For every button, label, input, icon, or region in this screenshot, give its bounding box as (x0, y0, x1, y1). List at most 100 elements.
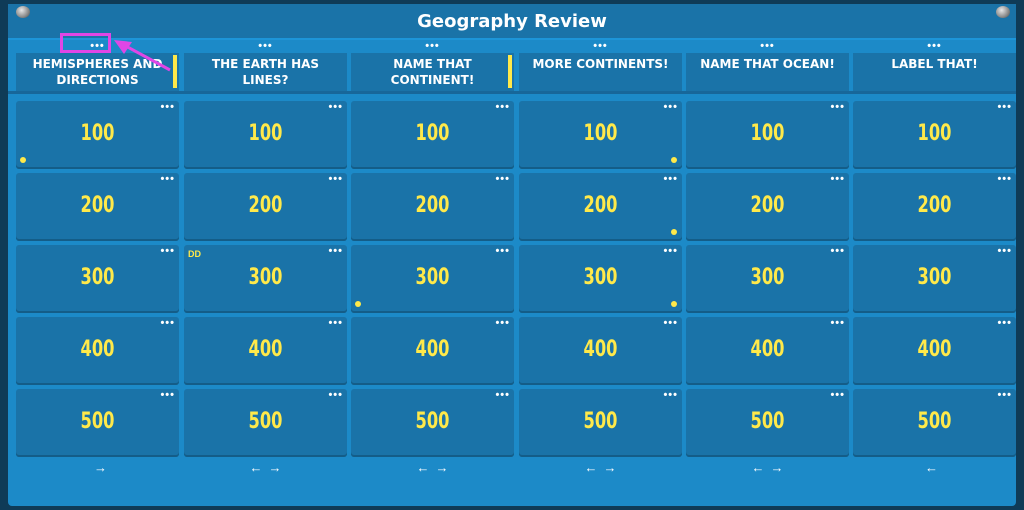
category-header[interactable]: THE EARTH HAS LINES? (184, 53, 347, 91)
point-value: 300 (750, 265, 785, 290)
tile-menu-button[interactable]: ••• (495, 245, 510, 257)
clue-tile[interactable]: ••• 200 (184, 173, 347, 241)
clue-tile[interactable]: ••• 500 (853, 389, 1016, 457)
tile-menu-button[interactable]: ••• (997, 245, 1012, 257)
category-menu-button[interactable]: ••• (90, 40, 105, 52)
clue-tile[interactable]: ••• 400 (351, 317, 514, 385)
clue-tile[interactable]: ••• 100 (16, 101, 179, 169)
move-right-arrow-icon[interactable]: → (603, 460, 617, 475)
board-title: Geography Review (417, 11, 607, 32)
tile-menu-button[interactable]: ••• (663, 101, 678, 113)
clue-tile[interactable]: ••• 500 (351, 389, 514, 457)
tile-menu-button[interactable]: ••• (328, 389, 343, 401)
clue-tile[interactable]: ••• 300 (853, 245, 1016, 313)
clue-tile[interactable]: ••• 300 (351, 245, 514, 313)
clue-tile[interactable]: ••• 100 (686, 101, 849, 169)
clue-tile[interactable]: ••• 500 (686, 389, 849, 457)
point-value: 500 (415, 409, 450, 434)
clue-tile[interactable]: ••• 200 (853, 173, 1016, 241)
tile-menu-button[interactable]: ••• (495, 389, 510, 401)
tile-menu-button[interactable]: ••• (328, 317, 343, 329)
category-header[interactable]: NAME THAT OCEAN! (686, 53, 849, 91)
clue-tile[interactable]: ••• 200 (16, 173, 179, 241)
tile-menu-button[interactable]: ••• (160, 173, 175, 185)
tile-menu-button[interactable]: ••• (663, 245, 678, 257)
point-value: 100 (415, 121, 450, 146)
category-menu-button[interactable]: ••• (927, 40, 942, 52)
category-menu-button[interactable]: ••• (258, 40, 273, 52)
move-right-arrow-icon[interactable]: → (268, 460, 282, 475)
clue-tile[interactable]: ••• 100 (351, 101, 514, 169)
move-right-arrow-icon[interactable]: → (770, 460, 784, 475)
clue-tile[interactable]: ••• 200 (686, 173, 849, 241)
tile-menu-button[interactable]: ••• (160, 389, 175, 401)
tile-menu-button[interactable]: ••• (160, 101, 175, 113)
move-left-arrow-icon[interactable]: ← (249, 460, 263, 475)
tile-menu-button[interactable]: ••• (328, 245, 343, 257)
point-value: 400 (80, 337, 115, 362)
column-move-controls: ← (853, 460, 1016, 475)
title-bar: Geography Review (8, 4, 1016, 40)
category-header[interactable]: NAME THAT CONTINENT! (351, 53, 514, 91)
category-title: NAME THAT CONTINENT! (390, 57, 475, 87)
tile-menu-button[interactable]: ••• (663, 173, 678, 185)
category-menu-button[interactable]: ••• (760, 40, 775, 52)
tile-menu-button[interactable]: ••• (830, 317, 845, 329)
status-dot (671, 301, 677, 307)
category-menu-button[interactable]: ••• (425, 40, 440, 52)
clue-tile[interactable]: ••• 200 (351, 173, 514, 241)
tile-menu-button[interactable]: ••• (495, 317, 510, 329)
category-header[interactable]: MORE CONTINENTS! (519, 53, 682, 91)
point-value: 500 (80, 409, 115, 434)
pushpin-icon (996, 6, 1010, 18)
clue-tile[interactable]: ••• 100 (519, 101, 682, 169)
daily-double-badge: DD (188, 249, 201, 259)
clue-tile[interactable]: ••• 300 (686, 245, 849, 313)
selection-marker (173, 55, 177, 88)
clue-tile[interactable]: ••• 400 (16, 317, 179, 385)
move-left-arrow-icon[interactable]: ← (416, 460, 430, 475)
tile-menu-button[interactable]: ••• (997, 173, 1012, 185)
column-move-controls: ← → (519, 460, 682, 475)
point-value: 300 (583, 265, 618, 290)
tile-menu-button[interactable]: ••• (997, 101, 1012, 113)
tile-menu-button[interactable]: ••• (160, 317, 175, 329)
tile-menu-button[interactable]: ••• (830, 173, 845, 185)
column-move-controls: ← → (686, 460, 849, 475)
tile-menu-button[interactable]: ••• (160, 245, 175, 257)
clue-tile[interactable]: ••• 100 (853, 101, 1016, 169)
move-left-arrow-icon[interactable]: ← (584, 460, 598, 475)
tile-menu-button[interactable]: ••• (830, 101, 845, 113)
clue-tile[interactable]: ••• 400 (519, 317, 682, 385)
clue-tile[interactable]: ••• 400 (686, 317, 849, 385)
clue-tile[interactable]: ••• 300 (16, 245, 179, 313)
status-dot (355, 301, 361, 307)
clue-tile[interactable]: ••• 400 (184, 317, 347, 385)
clue-tile[interactable]: ••• 200 (519, 173, 682, 241)
move-right-arrow-icon[interactable]: → (94, 460, 107, 475)
tile-menu-button[interactable]: ••• (495, 173, 510, 185)
tile-menu-button[interactable]: ••• (663, 317, 678, 329)
tile-menu-button[interactable]: ••• (830, 245, 845, 257)
clue-tile[interactable]: ••• 500 (519, 389, 682, 457)
clue-tile[interactable]: ••• 300 DD (184, 245, 347, 313)
tile-menu-button[interactable]: ••• (328, 173, 343, 185)
clue-tile[interactable]: ••• 300 (519, 245, 682, 313)
status-dot (671, 157, 677, 163)
tile-menu-button[interactable]: ••• (997, 317, 1012, 329)
clue-tile[interactable]: ••• 100 (184, 101, 347, 169)
move-left-arrow-icon[interactable]: ← (751, 460, 765, 475)
category-title: LABEL THAT! (891, 57, 978, 71)
tile-menu-button[interactable]: ••• (830, 389, 845, 401)
category-menu-button[interactable]: ••• (593, 40, 608, 52)
tile-menu-button[interactable]: ••• (495, 101, 510, 113)
clue-tile[interactable]: ••• 400 (853, 317, 1016, 385)
move-left-arrow-icon[interactable]: ← (925, 460, 938, 475)
tile-menu-button[interactable]: ••• (328, 101, 343, 113)
clue-tile[interactable]: ••• 500 (16, 389, 179, 457)
tile-menu-button[interactable]: ••• (663, 389, 678, 401)
clue-tile[interactable]: ••• 500 (184, 389, 347, 457)
category-header[interactable]: LABEL THAT! (853, 53, 1016, 91)
tile-menu-button[interactable]: ••• (997, 389, 1012, 401)
move-right-arrow-icon[interactable]: → (435, 460, 449, 475)
